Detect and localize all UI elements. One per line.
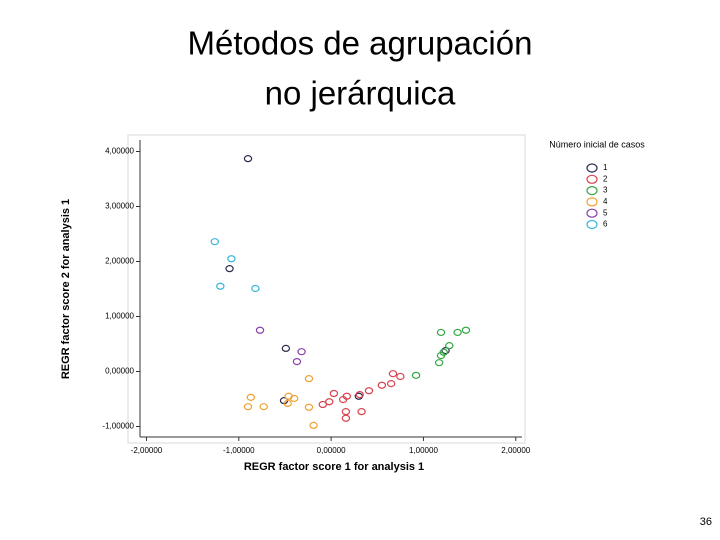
point (329, 389, 339, 398)
point (434, 359, 444, 367)
x-tick-label: 2,00000 (501, 446, 530, 455)
point (243, 403, 253, 411)
legend-label: 4 (603, 197, 608, 206)
legend-marker (586, 186, 598, 196)
point (342, 392, 352, 400)
point (355, 391, 364, 399)
x-tick-label: 0,00000 (317, 446, 346, 455)
point (292, 358, 302, 366)
y-tick-label: 4,00000 (105, 147, 134, 156)
point (341, 414, 351, 422)
point (357, 408, 366, 416)
legend-marker (586, 174, 598, 184)
point (225, 265, 234, 273)
x-axis-label: REGR factor score 1 for analysis 1 (244, 461, 424, 473)
slide-title: no jerárquica (265, 75, 456, 112)
legend-marker (586, 219, 598, 230)
point (289, 394, 299, 403)
point (255, 326, 265, 334)
legend-title: Número inicial de casos (549, 139, 645, 149)
point (227, 255, 236, 263)
point (453, 328, 462, 337)
legend-marker (586, 197, 598, 207)
point (281, 344, 291, 352)
plot-frame (127, 134, 526, 444)
point (461, 326, 471, 334)
point (445, 342, 454, 350)
point (386, 380, 396, 388)
y-axis-label: REGR factor score 2 for analysis 1 (60, 199, 72, 379)
x-tick-label: -2,00000 (131, 446, 163, 455)
y-tick-label: 3,00000 (105, 202, 134, 211)
point (251, 284, 260, 293)
point (388, 370, 398, 378)
point (309, 421, 318, 429)
y-tick-label: 1,00000 (105, 312, 134, 321)
point (259, 403, 268, 411)
legend-marker (586, 208, 598, 218)
page-number: 36 (700, 516, 712, 528)
y-tick-label: 2,00000 (105, 257, 134, 266)
x-tick-label: -1,00000 (223, 446, 255, 455)
point (304, 403, 314, 411)
point (283, 399, 292, 407)
point (439, 348, 448, 356)
point (304, 375, 314, 383)
legend-label: 3 (603, 186, 608, 195)
point (325, 398, 334, 406)
legend-label: 2 (603, 174, 608, 183)
point (243, 155, 253, 163)
legend-label: 6 (603, 220, 608, 229)
point (246, 393, 255, 401)
point (210, 238, 219, 246)
legend-label: 5 (603, 208, 608, 217)
x-tick-label: 1,00000 (409, 446, 438, 455)
y-tick-label: -1,00000 (102, 422, 134, 431)
point (364, 387, 374, 395)
legend-marker (586, 163, 598, 173)
legend-label: 1 (603, 163, 608, 172)
point (396, 372, 405, 381)
point (341, 408, 351, 416)
point (297, 348, 306, 356)
point (216, 282, 225, 290)
point (377, 381, 387, 389)
slide-title: Métodos de agrupación (188, 25, 533, 62)
y-tick-label: 0,00000 (105, 367, 134, 376)
point (411, 371, 421, 379)
point (436, 328, 446, 337)
